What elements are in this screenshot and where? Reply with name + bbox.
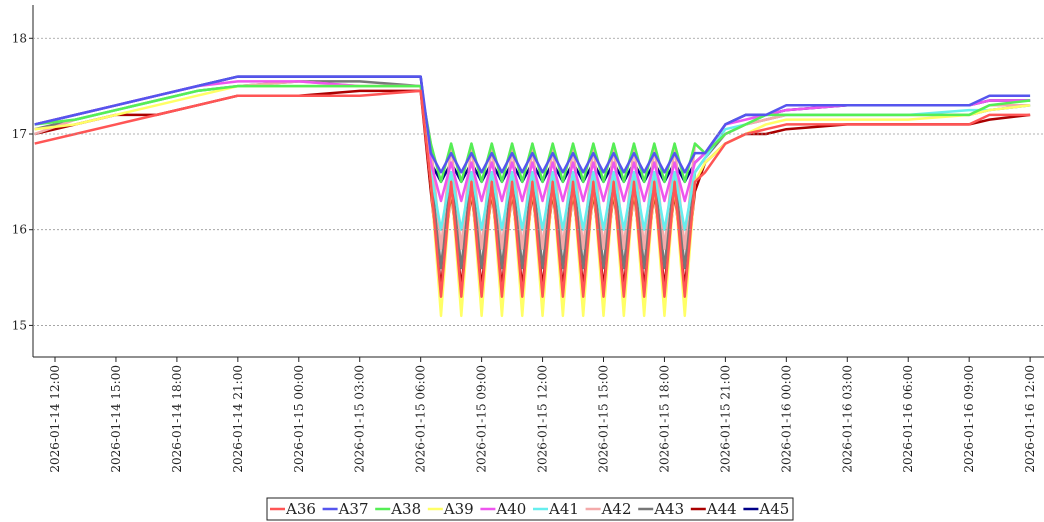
- x-tick-label: 2026-01-14 21:00: [231, 365, 245, 473]
- x-tick-label: 2026-01-15 06:00: [414, 365, 428, 473]
- plot-area: [34, 75, 1031, 318]
- y-tick-label: 15: [12, 318, 27, 332]
- x-tick-label: 2026-01-14 18:00: [170, 365, 184, 473]
- legend-label: A41: [548, 500, 579, 518]
- legend-label: A36: [285, 500, 316, 518]
- legend-label: A45: [758, 500, 789, 518]
- x-tick-label: 2026-01-15 12:00: [536, 365, 550, 473]
- series-line: [34, 75, 1031, 174]
- y-tick-label: 17: [12, 127, 27, 141]
- legend-label: A44: [706, 500, 737, 518]
- legend-label: A43: [653, 500, 684, 518]
- legend-label: A42: [601, 500, 632, 518]
- legend-box: [266, 497, 794, 521]
- x-tick-label: 2026-01-15 09:00: [475, 365, 489, 473]
- series-line: [34, 89, 1031, 298]
- x-tick-label: 2026-01-16 00:00: [779, 365, 793, 473]
- legend-label: A39: [443, 500, 474, 518]
- y-tick-label: 16: [12, 223, 27, 237]
- x-tick-label: 2026-01-15 18:00: [657, 365, 671, 473]
- x-tick-label: 2026-01-14 12:00: [48, 365, 62, 473]
- x-tick-label: 2026-01-14 15:00: [109, 365, 123, 473]
- x-tick-label: 2026-01-15 21:00: [718, 365, 732, 473]
- x-tick-label: 2026-01-16 12:00: [1023, 365, 1037, 473]
- x-tick-label: 2026-01-15 00:00: [292, 365, 306, 473]
- x-tick-label: 2026-01-15 15:00: [597, 365, 611, 473]
- x-tick-label: 2026-01-16 09:00: [962, 365, 976, 473]
- legend-label: A40: [495, 500, 526, 518]
- x-tick-label: 2026-01-16 06:00: [901, 365, 915, 473]
- legend-label: A37: [338, 500, 369, 518]
- legend-label: A38: [390, 500, 421, 518]
- x-tick-label: 2026-01-16 03:00: [840, 365, 854, 473]
- x-tick-label: 2026-01-15 03:00: [353, 365, 367, 473]
- y-tick-label: 18: [12, 31, 27, 45]
